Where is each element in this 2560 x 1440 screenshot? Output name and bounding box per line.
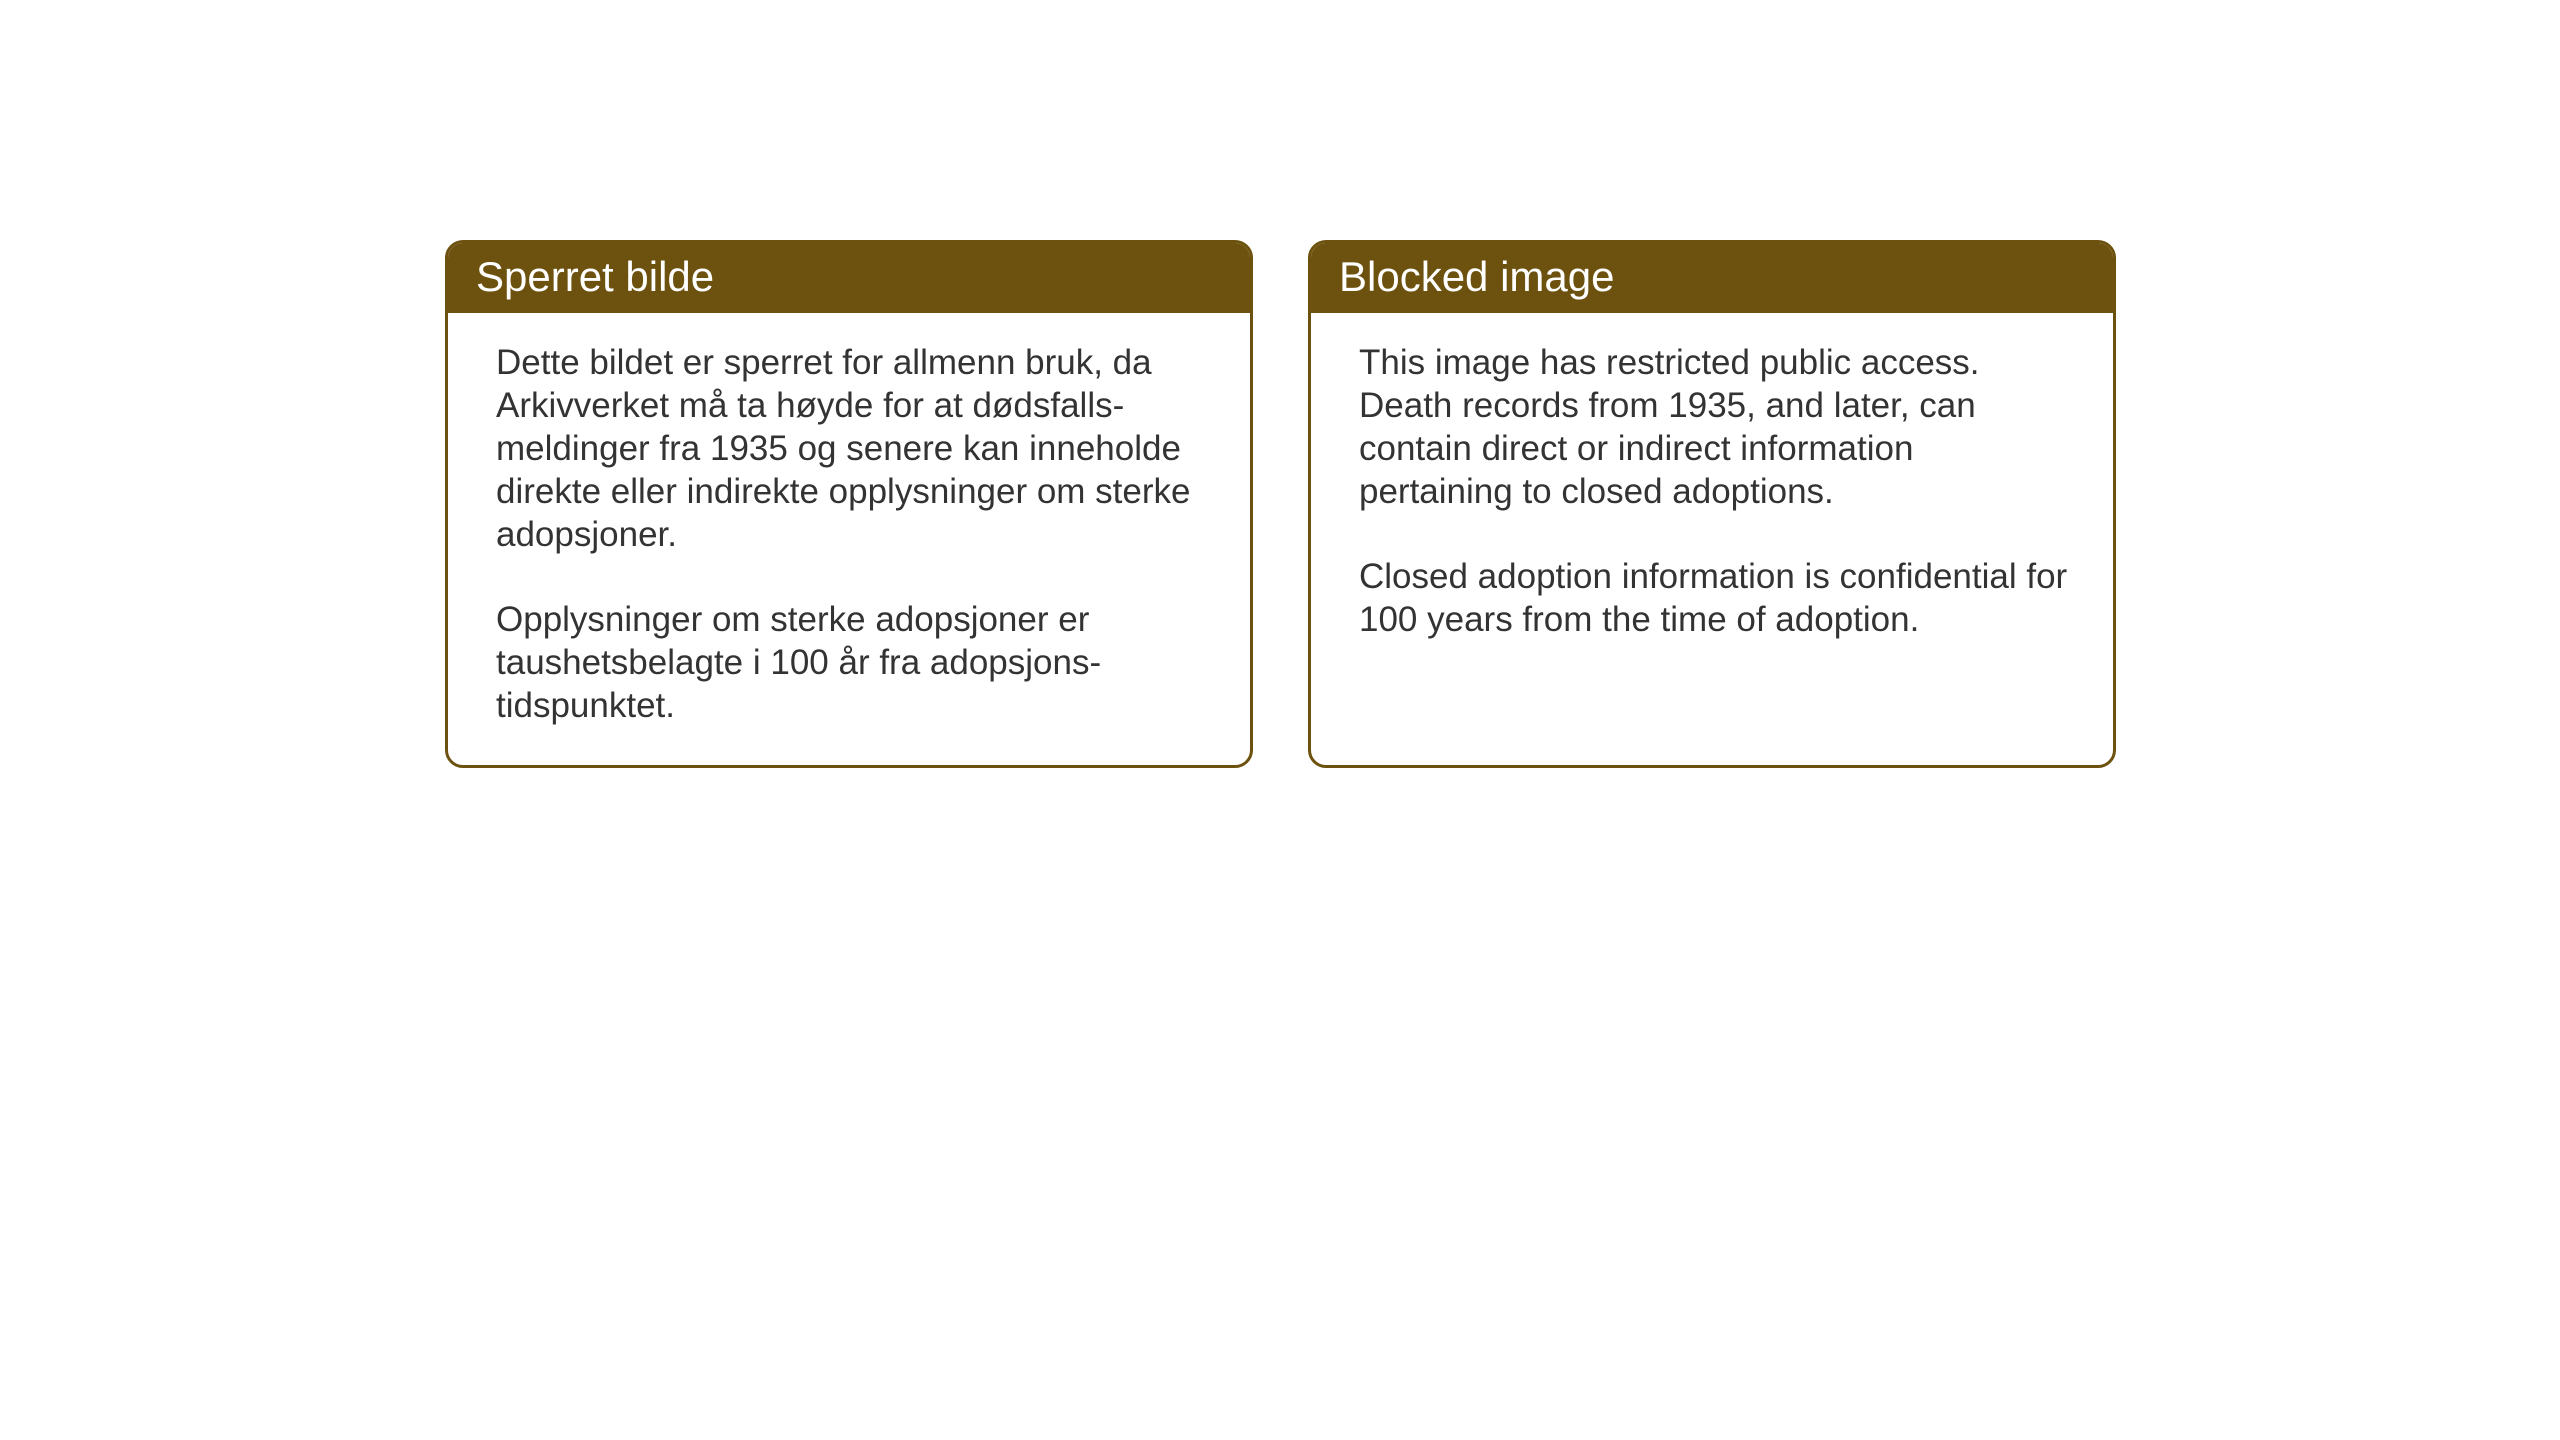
card-body-norwegian: Dette bildet er sperret for allmenn bruk… [448,313,1250,765]
cards-container: Sperret bilde Dette bildet er sperret fo… [445,240,2116,768]
card-header-norwegian: Sperret bilde [448,243,1250,313]
card-title-english: Blocked image [1339,253,1614,300]
card-english: Blocked image This image has restricted … [1308,240,2116,768]
card-header-english: Blocked image [1311,243,2113,313]
card-paragraph2-norwegian: Opplysninger om sterke adopsjoner er tau… [496,598,1210,727]
card-norwegian: Sperret bilde Dette bildet er sperret fo… [445,240,1253,768]
card-paragraph1-english: This image has restricted public access.… [1359,341,2073,513]
card-body-english: This image has restricted public access.… [1311,313,2113,765]
card-paragraph1-norwegian: Dette bildet er sperret for allmenn bruk… [496,341,1210,556]
card-title-norwegian: Sperret bilde [476,253,714,300]
card-paragraph2-english: Closed adoption information is confident… [1359,555,2073,641]
